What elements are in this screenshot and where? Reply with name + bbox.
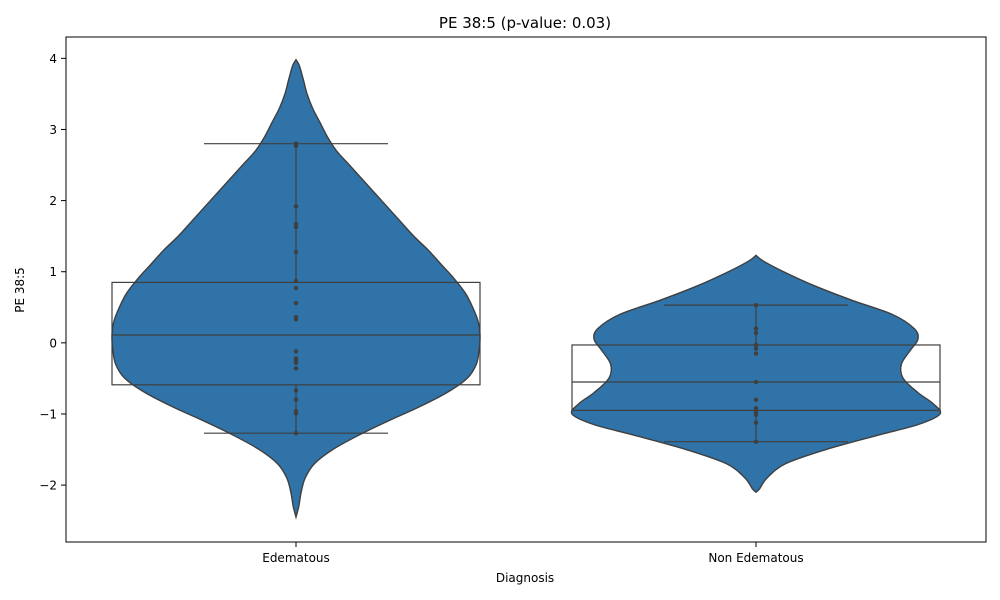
- data-point: [293, 285, 299, 291]
- data-point: [753, 346, 759, 351]
- data-point: [753, 326, 759, 331]
- x-tick-label: Non Edematous: [708, 551, 803, 565]
- data-point: [293, 224, 299, 230]
- y-tick-label: 0: [49, 336, 57, 350]
- data-point: [293, 300, 299, 306]
- y-axis-label: PE 38:5: [13, 267, 27, 313]
- x-axis-label: Diagnosis: [496, 571, 554, 585]
- data-point: [293, 411, 299, 416]
- data-point: [753, 302, 759, 308]
- data-point: [753, 439, 759, 444]
- data-point: [753, 330, 759, 336]
- data-point: [753, 420, 759, 425]
- plot-frame: [65, 36, 987, 543]
- data-point: [293, 349, 299, 354]
- data-point: [293, 397, 299, 402]
- y-axis: −2 −1 0 1 2 3 4: [39, 52, 66, 493]
- data-point: [293, 388, 299, 393]
- data-point: [753, 397, 759, 402]
- y-tick-label: 3: [49, 123, 57, 137]
- data-point: [293, 249, 299, 255]
- data-point: [753, 412, 759, 417]
- violin-group-non-edematous: [570, 254, 942, 494]
- data-point: [753, 342, 759, 348]
- y-tick-label: 1: [49, 265, 57, 279]
- data-point: [753, 406, 759, 411]
- plot-area: [111, 58, 942, 520]
- data-point: [293, 360, 299, 365]
- y-tick-label: 4: [49, 52, 57, 66]
- y-tick-label: 2: [49, 194, 57, 208]
- data-point: [293, 430, 299, 436]
- x-axis: Edematous Non Edematous: [262, 542, 804, 565]
- x-tick-label: Edematous: [262, 551, 330, 565]
- data-point: [293, 317, 299, 322]
- y-tick-label: −2: [39, 479, 57, 493]
- chart-title: PE 38:5 (p-value: 0.03): [439, 14, 611, 32]
- y-tick-label: −1: [39, 407, 57, 421]
- data-point: [753, 379, 759, 385]
- data-point: [753, 351, 759, 356]
- violin-group-edematous: [111, 58, 481, 520]
- data-point: [293, 366, 299, 371]
- violin-body: [570, 254, 942, 494]
- data-point: [293, 204, 299, 209]
- data-point: [293, 143, 299, 149]
- data-point: [293, 278, 299, 284]
